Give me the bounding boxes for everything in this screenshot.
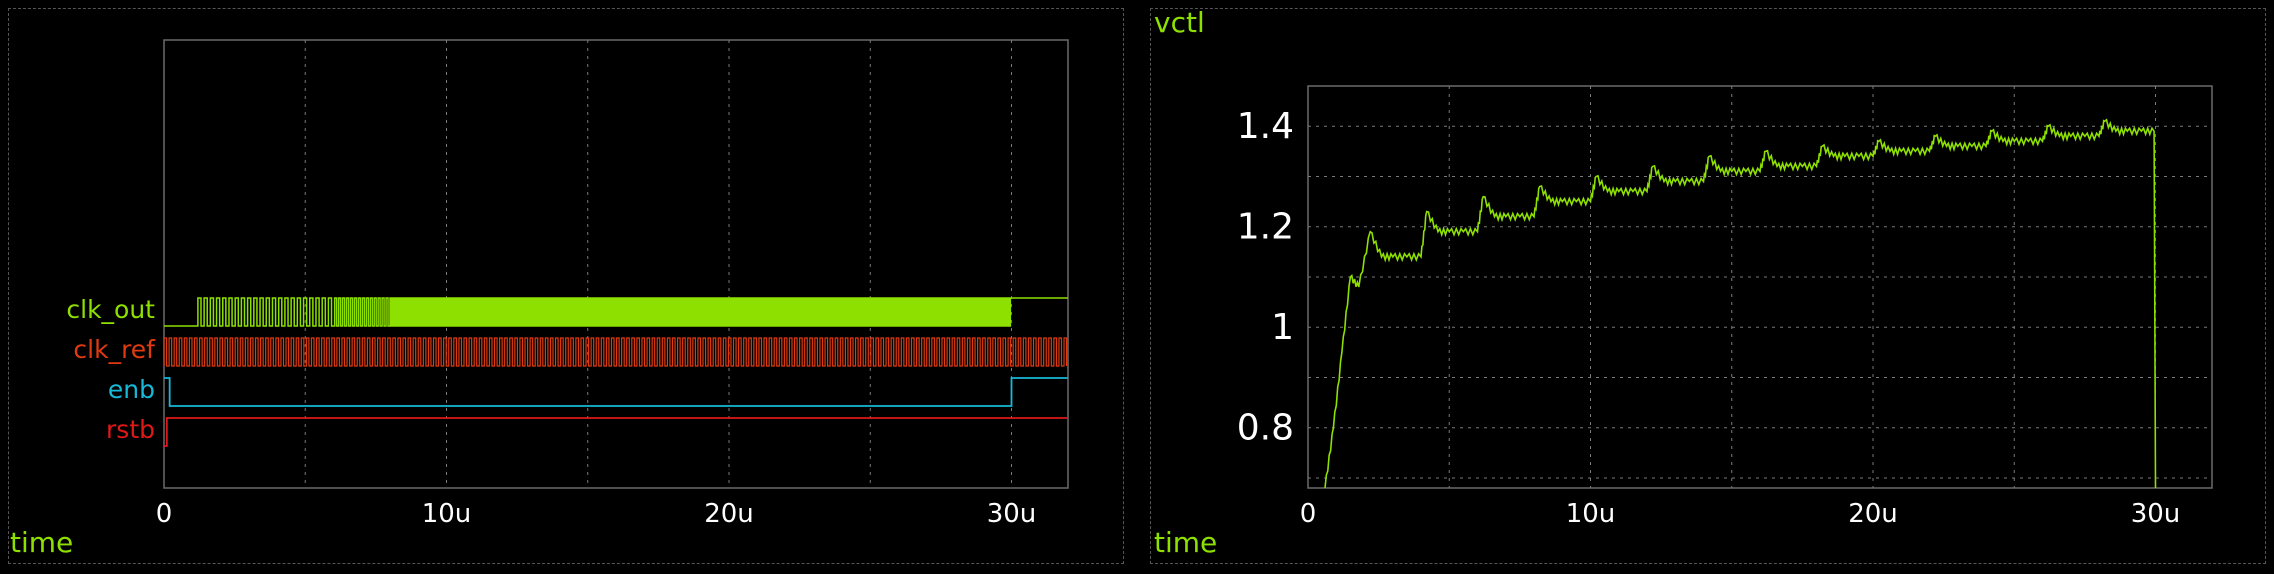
- right-x-tick-label: 20u: [1848, 499, 1898, 529]
- right-x-axis-label: time: [1154, 526, 1217, 559]
- left-x-axis-label: time: [10, 526, 73, 559]
- left-plot-panel: [8, 8, 1124, 564]
- left-x-tick-label: 0: [156, 499, 173, 529]
- left-x-tick-label: 10u: [422, 499, 472, 529]
- signal-name-rstb: rstb: [106, 415, 155, 444]
- signal-name-enb: enb: [108, 375, 155, 404]
- left-grid: [304, 40, 1012, 488]
- left-x-tick-label: 20u: [704, 499, 754, 529]
- trace-enb: [164, 377, 1068, 407]
- trace-rstb: [164, 417, 1068, 447]
- trace-vctl: [1324, 118, 2157, 489]
- right-plot-panel: [1150, 8, 2266, 564]
- left-x-tick-label: 30u: [987, 499, 1037, 529]
- trace-clk-out: [164, 297, 1068, 327]
- right-grid: [1308, 86, 2212, 488]
- right-x-tick-label: 30u: [2131, 499, 2181, 529]
- left-x-tick-labels: 0 10u 20u 30u: [156, 499, 1037, 529]
- right-plot-frame: [1307, 85, 2213, 489]
- signal-name-clk-out: clk_out: [66, 295, 155, 324]
- right-x-tick-label: 0: [1300, 499, 1317, 529]
- right-y-tick-label: 1: [1271, 307, 1294, 348]
- right-y-tick-labels: 0.8 1 1.2 1.4: [1237, 106, 1294, 449]
- right-x-tick-label: 10u: [1566, 499, 1616, 529]
- trace-clk-ref: [163, 337, 1068, 367]
- right-x-tick-labels: 0 10u 20u 30u: [1300, 499, 2181, 529]
- right-y-tick-label: 1.2: [1237, 207, 1294, 248]
- right-traces: [1324, 118, 2157, 489]
- right-y-tick-label: 0.8: [1237, 408, 1294, 449]
- signal-name-clk-ref: clk_ref: [73, 335, 156, 364]
- left-traces: [163, 297, 1068, 447]
- right-y-tick-label: 1.4: [1237, 106, 1294, 147]
- left-plot-frame: [163, 39, 1069, 489]
- right-chart-title: vctl: [1154, 6, 1205, 39]
